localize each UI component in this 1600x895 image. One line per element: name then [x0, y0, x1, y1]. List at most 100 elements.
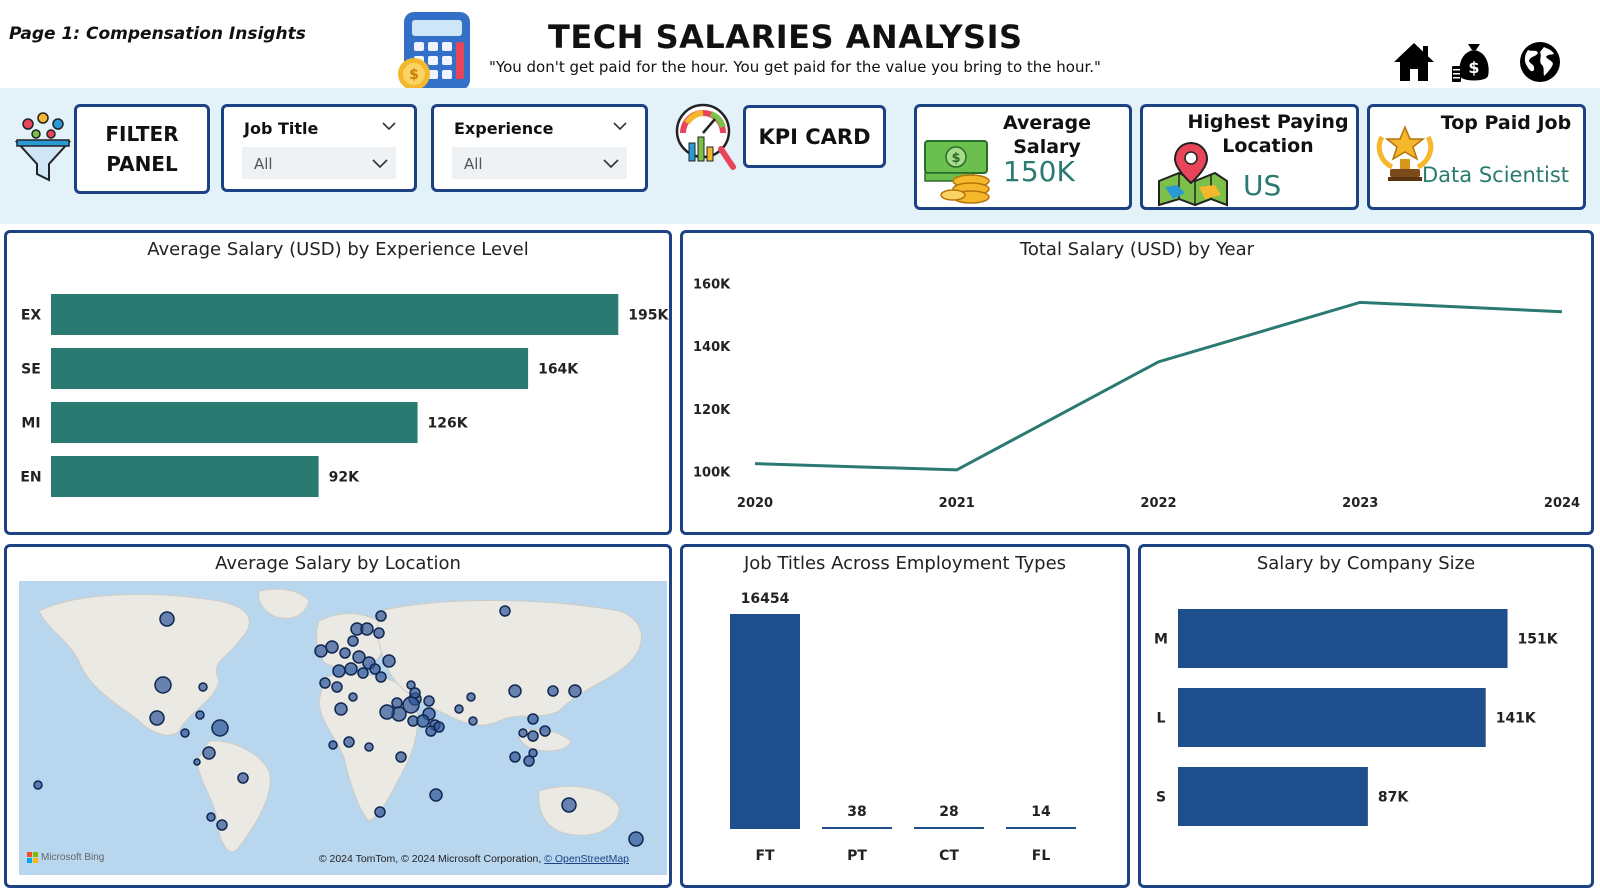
- data-label: 87K: [1378, 790, 1409, 806]
- top-location-title-line1: Highest Paying: [1187, 111, 1349, 133]
- data-label: 141K: [1496, 711, 1537, 727]
- bar: [1178, 688, 1486, 747]
- top-job-kpi: Top Paid Job Data Scientist: [1367, 104, 1586, 210]
- top-job-kpi-title: Top Paid Job: [1440, 112, 1572, 134]
- kpi-gauge-icon: [675, 103, 736, 170]
- top-location-kpi: Highest Paying Location US: [1140, 104, 1359, 210]
- avg-salary-kpi-title: Average Salary: [1003, 112, 1091, 158]
- x-tick-label: 2023: [1342, 496, 1378, 511]
- bar: [1178, 767, 1368, 826]
- data-label: 164K: [538, 362, 579, 378]
- bar: [730, 614, 800, 829]
- bing-logo-label: Microsoft Bing: [41, 852, 105, 863]
- data-label: 38: [847, 804, 866, 820]
- data-label: 151K: [1518, 632, 1559, 648]
- top-location-kpi-title: Highest Paying Location: [1183, 110, 1353, 158]
- category-tick-label: S: [1156, 790, 1166, 806]
- job-title-slicer-label: Job Title: [244, 119, 319, 138]
- employment-chart-title: Job Titles Across Employment Types: [743, 553, 1067, 574]
- company-size-chart-title: Salary by Company Size: [1256, 553, 1476, 574]
- location-map-card: Average Salary by Location: [4, 544, 672, 888]
- svg-text:$: $: [951, 151, 960, 166]
- experience-selected-value: All: [464, 155, 483, 173]
- employment-chart-card: Job Titles Across Employment Types 16454…: [680, 544, 1130, 888]
- calculator-icon: $: [398, 12, 470, 90]
- y-tick-label: 100K: [693, 465, 731, 480]
- money-bag-icon[interactable]: $: [1452, 40, 1496, 84]
- category-tick-label: EN: [20, 470, 41, 486]
- job-title-selected-value: All: [254, 155, 273, 173]
- openstreetmap-link[interactable]: © OpenStreetMap: [544, 853, 629, 865]
- filter-funnel-icon: [14, 112, 72, 182]
- page-label: Page 1: Compensation Insights: [9, 24, 306, 44]
- employment-bar-chart: 16454 FT 38 PT 28 CT 14 FL: [730, 591, 1076, 864]
- job-title-slicer[interactable]: Job Title All: [221, 104, 417, 192]
- experience-bar-chart: EX 195K SE 164K MI 126K EN 92K: [20, 294, 669, 497]
- category-tick-label: EX: [21, 308, 42, 324]
- data-label: 28: [939, 804, 958, 820]
- series-line: [754, 300, 1563, 472]
- location-map-title: Average Salary by Location: [215, 553, 461, 574]
- bar: [51, 456, 319, 497]
- chevron-down-icon[interactable]: [382, 121, 396, 131]
- experience-dropdown[interactable]: All: [452, 147, 627, 179]
- map-canvas[interactable]: [19, 581, 667, 875]
- bar: [1006, 827, 1076, 829]
- map-attribution: © 2024 TomTom, © 2024 Microsoft Corporat…: [319, 853, 629, 865]
- data-label: 92K: [329, 470, 360, 486]
- category-tick-label: FT: [755, 848, 775, 864]
- category-tick-label: CT: [939, 848, 959, 864]
- svg-text:$: $: [409, 67, 419, 83]
- microsoft-logo-icon: [27, 852, 38, 863]
- category-tick-label: SE: [21, 362, 41, 378]
- top-location-kpi-value: US: [1243, 169, 1282, 202]
- x-tick-label: 2022: [1140, 496, 1176, 511]
- experience-slicer-label: Experience: [454, 119, 554, 138]
- filter-panel-label: FILTER PANEL: [74, 104, 210, 194]
- dashboard-title: TECH SALARIES ANALYSIS: [548, 18, 1023, 56]
- filter-panel-line2: PANEL: [106, 152, 178, 176]
- job-title-dropdown[interactable]: All: [242, 147, 396, 179]
- chevron-down-icon[interactable]: [603, 158, 619, 168]
- category-tick-label: L: [1157, 711, 1166, 727]
- category-tick-label: M: [1154, 632, 1168, 648]
- data-label: 195K: [628, 308, 669, 324]
- year-chart-card: Total Salary (USD) by Year 100K 120K 140K 1…: [680, 230, 1594, 535]
- kpi-card-label: KPI CARD: [743, 105, 886, 168]
- top-job-kpi-value: Data Scientist: [1422, 163, 1569, 187]
- bar: [1178, 609, 1508, 668]
- world-map[interactable]: Microsoft Bing © 2024 TomTom, © 2024 Mic…: [19, 581, 667, 875]
- experience-slicer[interactable]: Experience All: [431, 104, 648, 192]
- company-size-bar-chart: M 151K L 141K S 87K: [1154, 609, 1559, 826]
- map-pin-icon: [1158, 141, 1228, 207]
- trophy-icon: [1376, 125, 1434, 181]
- map-attribution-text: © 2024 TomTom, © 2024 Microsoft Corporat…: [318, 853, 545, 865]
- globe-icon[interactable]: [1518, 40, 1562, 84]
- top-location-title-line2: Location: [1222, 135, 1314, 157]
- chevron-down-icon[interactable]: [372, 158, 388, 168]
- category-tick-label: MI: [21, 416, 40, 432]
- page-header: Page 1: Compensation Insights $ TECH SAL…: [0, 0, 1600, 90]
- avg-salary-kpi-value: 150K: [1003, 155, 1075, 188]
- bar: [51, 348, 529, 389]
- bar: [51, 294, 619, 335]
- bar: [914, 827, 984, 829]
- category-tick-label: PT: [847, 848, 867, 864]
- data-label: 14: [1031, 804, 1051, 820]
- bar: [822, 827, 892, 829]
- chevron-down-icon[interactable]: [613, 121, 627, 131]
- company-size-chart-card: Salary by Company Size M 151K L 141K S 87K: [1138, 544, 1594, 888]
- y-tick-label: 140K: [693, 340, 731, 355]
- home-icon[interactable]: [1392, 40, 1436, 84]
- y-tick-label: 120K: [693, 403, 731, 418]
- bing-logo: Microsoft Bing: [27, 852, 104, 863]
- year-chart-title: Total Salary (USD) by Year: [1019, 239, 1255, 260]
- avg-salary-kpi: Average Salary $ 150K: [914, 104, 1132, 210]
- x-tick-label: 2020: [737, 496, 773, 511]
- cash-coins-icon: $: [924, 140, 990, 204]
- year-line-chart: 100K 120K 140K 160K 2020 2021 2022 2023 2024: [693, 278, 1580, 511]
- x-tick-label: 2021: [939, 496, 975, 511]
- experience-chart-card: Average Salary (USD) by Experience Level…: [4, 230, 672, 535]
- experience-chart-title: Average Salary (USD) by Experience Level: [147, 239, 529, 260]
- y-tick-label: 160K: [693, 278, 731, 293]
